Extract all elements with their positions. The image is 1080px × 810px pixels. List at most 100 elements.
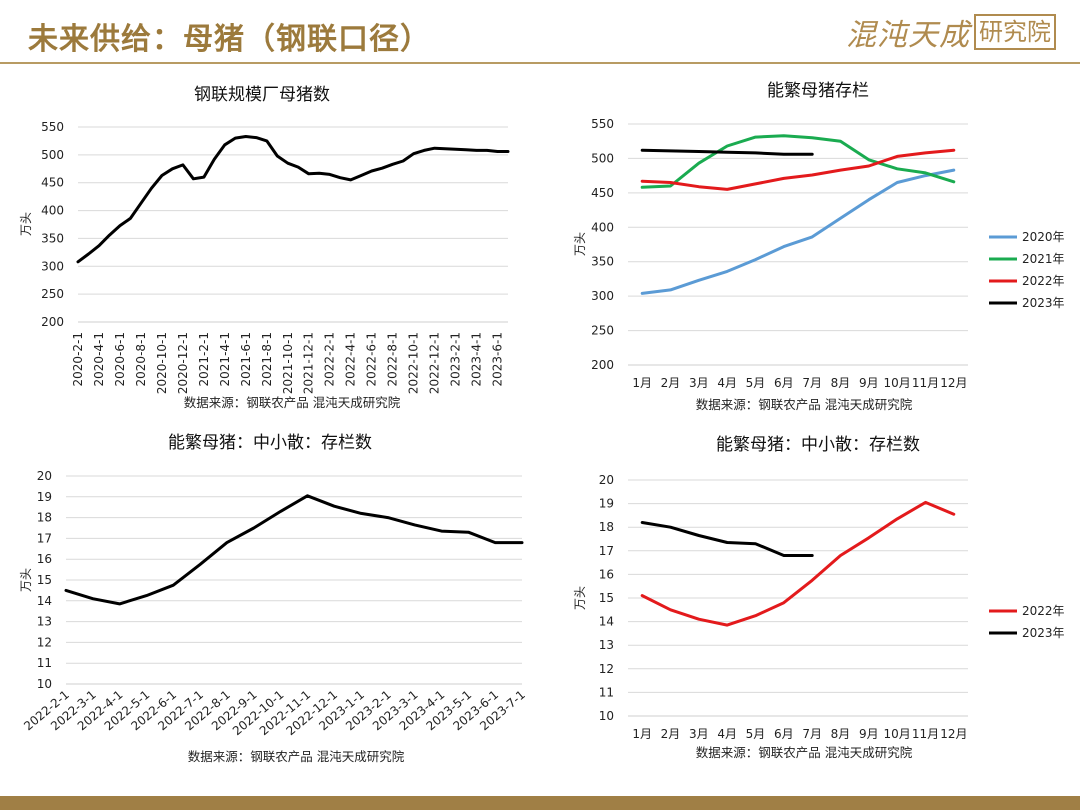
legend-label: 2020年 — [1022, 230, 1065, 244]
x-tick-label: 2月 — [661, 727, 681, 741]
series-line-0 — [640, 500, 956, 627]
footer-bar — [0, 796, 1080, 810]
y-tick-label: 500 — [591, 151, 614, 165]
x-tick-label: 2023-4-1 — [470, 332, 484, 386]
logo-text: 混沌天成 — [846, 18, 970, 53]
x-tick-label: 2022-6-1 — [365, 332, 379, 386]
x-tick-label: 2022-2-1 — [323, 332, 337, 386]
legend-label: 2022年 — [1022, 604, 1065, 618]
y-tick-label: 15 — [37, 573, 52, 587]
y-tick-label: 12 — [599, 662, 614, 676]
x-tick-label: 2022-8-1 — [386, 332, 400, 386]
y-tick-label: 18 — [37, 511, 52, 525]
y-tick-label: 19 — [599, 497, 614, 511]
chart-small-farm-sows-yearly: 能繁母猪：中小散：存栏数 10 11 12 13 14 15 16 17 18 19 20 万头 1月 2月… — [573, 435, 1065, 760]
y-tick-label: 13 — [599, 638, 614, 652]
y-tick-label: 10 — [599, 709, 614, 723]
x-tick-label: 11月 — [912, 376, 939, 390]
x-tick-label: 2022-10-1 — [407, 332, 421, 394]
series-line-1 — [640, 134, 956, 189]
y-tick-label: 250 — [41, 287, 64, 301]
y-tick-label: 300 — [591, 289, 614, 303]
y-tick-label: 14 — [599, 615, 614, 629]
y-tick-label: 11 — [37, 656, 52, 670]
x-tick-label: 2020-8-1 — [134, 332, 148, 386]
x-tick-label: 2022-4-1 — [344, 332, 358, 386]
series-line-0 — [64, 494, 524, 606]
x-tick-label: 1月 — [632, 727, 652, 741]
x-tick-label: 5月 — [746, 376, 766, 390]
y-axis-label: 万头 — [19, 568, 33, 592]
x-tick-label: 2020-12-1 — [176, 332, 190, 394]
x-tick-label: 10月 — [884, 727, 911, 741]
y-tick-label: 11 — [599, 685, 614, 699]
y-tick-label: 400 — [41, 204, 64, 218]
chart-small-farm-sows: 能繁母猪：中小散：存栏数1011121314151617181920万头2022… — [19, 433, 528, 764]
series-line-3 — [640, 148, 814, 156]
x-tick-label: 12月 — [940, 376, 967, 390]
y-tick-label: 15 — [599, 591, 614, 605]
x-tick-label: 2021-12-1 — [302, 332, 316, 394]
x-tick-label: 2023-2-1 — [449, 332, 463, 386]
y-tick-label: 350 — [591, 255, 614, 269]
y-tick-label: 450 — [41, 176, 64, 190]
x-tick-label: 9月 — [859, 727, 879, 741]
x-tick-label: 8月 — [831, 376, 851, 390]
x-tick-label: 2023-6-1 — [491, 332, 505, 386]
x-tick-label: 4月 — [717, 727, 737, 741]
x-tick-label: 1月 — [632, 376, 652, 390]
y-tick-label: 350 — [41, 231, 64, 245]
y-tick-label: 17 — [37, 531, 52, 545]
x-tick-label: 3月 — [689, 376, 709, 390]
x-tick-label: 2021-6-1 — [239, 332, 253, 386]
x-tick-label: 8月 — [831, 727, 851, 741]
series-line-1 — [640, 521, 814, 557]
x-tick-label: 10月 — [884, 376, 911, 390]
y-tick-label: 14 — [37, 594, 52, 608]
y-axis-label: 万头 — [573, 232, 587, 256]
chart-source: 数据来源：钢联农产品 混沌天成研究院 — [696, 745, 913, 760]
y-tick-label: 200 — [591, 358, 614, 372]
header-divider — [0, 62, 1080, 64]
x-tick-label: 4月 — [717, 376, 737, 390]
x-tick-label: 2020-6-1 — [113, 332, 127, 386]
chart-title: 能繁母猪存栏 — [767, 81, 869, 101]
legend-label: 2023年 — [1022, 626, 1065, 640]
y-tick-label: 12 — [37, 635, 52, 649]
y-tick-label: 17 — [599, 544, 614, 558]
y-tick-label: 10 — [37, 677, 52, 691]
series-line-2 — [640, 148, 956, 191]
legend-label: 2021年 — [1022, 252, 1065, 266]
y-tick-label: 18 — [599, 520, 614, 534]
x-tick-label: 6月 — [774, 727, 794, 741]
x-tick-label: 6月 — [774, 376, 794, 390]
chart-source: 数据来源：钢联农产品 混沌天成研究院 — [184, 395, 401, 410]
x-tick-label: 9月 — [859, 376, 879, 390]
x-tick-label: 12月 — [940, 727, 967, 741]
logo: 混沌天成 研究院 — [846, 12, 1056, 53]
y-axis-label: 万头 — [573, 586, 587, 610]
chart-title: 钢联规模厂母猪数 — [194, 85, 330, 105]
y-tick-label: 500 — [41, 148, 64, 162]
slide-title: 未来供给：母猪（钢联口径） — [28, 22, 431, 57]
series-line-0 — [640, 168, 956, 295]
chart-title: 能繁母猪：中小散：存栏数 — [168, 433, 372, 453]
chart-breeding-sows-yearly: 能繁母猪存栏 200 250 300 350 400 450 500 550 万头 1月 2月 3月 4月… — [573, 81, 1065, 412]
series-line-0 — [76, 135, 510, 264]
y-axis-label: 万头 — [19, 212, 33, 236]
x-tick-label: 2021-4-1 — [218, 332, 232, 386]
y-tick-label: 400 — [591, 220, 614, 234]
y-tick-label: 200 — [41, 315, 64, 329]
x-tick-label: 2月 — [661, 376, 681, 390]
x-tick-label: 5月 — [746, 727, 766, 741]
y-tick-label: 450 — [591, 186, 614, 200]
chart-title: 能繁母猪：中小散：存栏数 — [716, 435, 920, 455]
x-tick-label: 2020-4-1 — [92, 332, 106, 386]
x-tick-label: 7月 — [802, 727, 822, 741]
x-tick-label: 7月 — [802, 376, 822, 390]
y-tick-label: 16 — [599, 567, 614, 581]
y-tick-label: 20 — [599, 473, 614, 487]
x-tick-label: 2020-10-1 — [155, 332, 169, 394]
y-tick-label: 300 — [41, 259, 64, 273]
x-tick-label: 2021-10-1 — [281, 332, 295, 394]
